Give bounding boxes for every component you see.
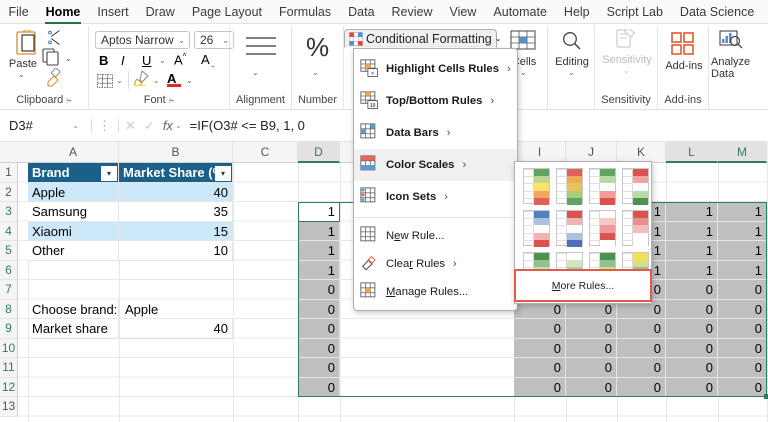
svg-text:10: 10: [370, 102, 376, 108]
